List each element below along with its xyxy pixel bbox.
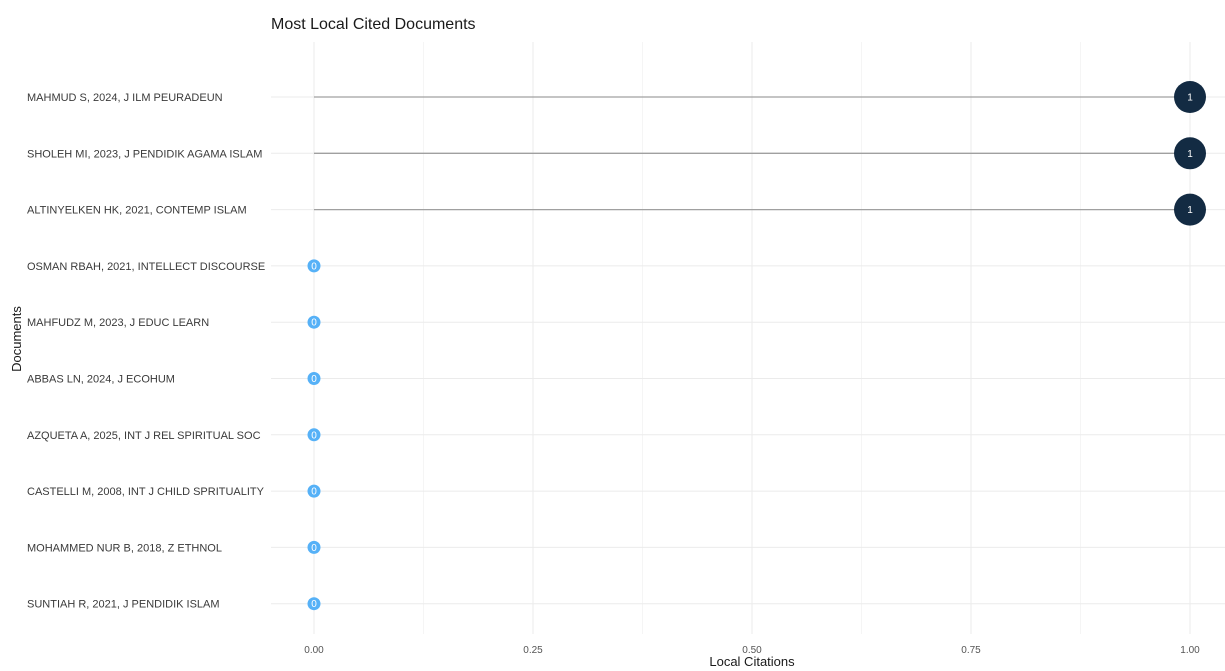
category-label: MAHMUD S, 2024, J ILM PEURADEUN — [27, 92, 223, 104]
category-label: MOHAMMED NUR B, 2018, Z ETHNOL — [27, 542, 222, 554]
point-layer: 1 1 1 0 0 0 0 0 0 0 — [307, 81, 1206, 611]
point-value-label: 0 — [311, 430, 317, 441]
chart-title: Most Local Cited Documents — [271, 16, 476, 33]
x-axis-title: Local Citations — [709, 654, 795, 669]
lollipop-point — [307, 259, 321, 273]
lollipop-point — [307, 315, 321, 329]
point-value-label: 0 — [311, 599, 317, 610]
category-label: SHOLEH MI, 2023, J PENDIDIK AGAMA ISLAM — [27, 148, 262, 160]
category-label: CASTELLI M, 2008, INT J CHILD SPRITUALIT… — [27, 486, 265, 498]
category-label: ABBAS LN, 2024, J ECOHUM — [27, 374, 175, 386]
category-label: AZQUETA A, 2025, INT J REL SPIRITUAL SOC — [27, 430, 261, 442]
x-tick-label: 0.00 — [304, 645, 324, 656]
point-value-label: 1 — [1187, 205, 1193, 216]
y-axis-title: Documents — [9, 306, 24, 372]
point-value-label: 1 — [1187, 149, 1193, 160]
point-value-label: 0 — [311, 261, 317, 272]
category-label: SUNTIAH R, 2021, J PENDIDIK ISLAM — [27, 599, 220, 611]
x-tick-label: 0.50 — [742, 645, 762, 656]
point-value-label: 0 — [311, 487, 317, 498]
point-value-label: 0 — [311, 318, 317, 329]
lollipop-point — [1174, 193, 1206, 226]
point-value-label: 1 — [1187, 93, 1193, 104]
category-label: MAHFUDZ M, 2023, J EDUC LEARN — [27, 317, 209, 329]
lollipop-point — [307, 428, 321, 442]
lollipop-point — [1174, 137, 1206, 170]
label-layer: 0.00 0.25 0.50 0.75 1.00 MAHMUD S, 2024, J IL… — [27, 92, 1200, 656]
lollipop-point — [1174, 81, 1206, 113]
category-label: ALTINYELKEN HK, 2021, CONTEMP ISLAM — [27, 205, 247, 217]
x-tick-label: 0.75 — [961, 645, 981, 656]
stem-layer — [314, 96, 1190, 211]
x-tick-label: 1.00 — [1180, 645, 1200, 656]
point-value-label: 0 — [311, 374, 317, 385]
point-value-label: 0 — [311, 543, 317, 554]
lollipop-point — [307, 484, 321, 498]
lollipop-point — [307, 597, 321, 611]
category-label: OSMAN RBAH, 2021, INTELLECT DISCOURSE — [27, 261, 265, 273]
grid-layer — [271, 42, 1225, 634]
lollipop-point — [307, 372, 321, 385]
lollipop-point — [307, 540, 321, 554]
x-tick-label: 0.25 — [523, 645, 543, 656]
